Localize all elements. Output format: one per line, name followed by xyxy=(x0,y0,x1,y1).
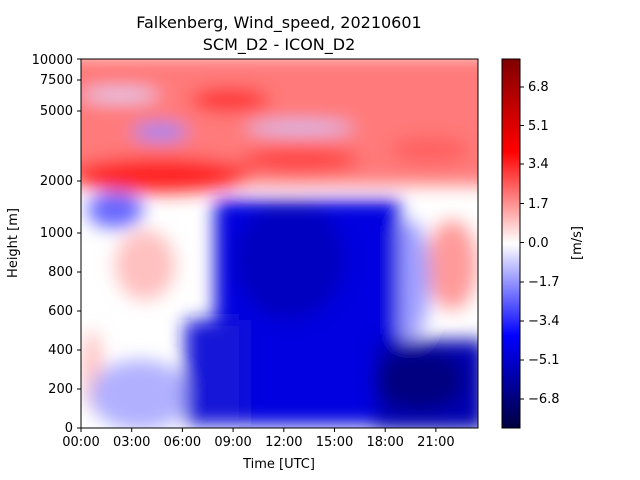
x-tick-label: 06:00 xyxy=(164,435,201,450)
y-tick-label: 0 xyxy=(65,421,73,436)
chart-subtitle: SCM_D2 - ICON_D2 xyxy=(203,35,356,55)
region-upper-positive-core xyxy=(81,157,250,193)
region-negative-patch xyxy=(87,192,143,228)
colorbar-tick-label: −3.4 xyxy=(528,314,560,329)
colorbar-tick-label: −1.7 xyxy=(528,275,560,290)
y-tick-label: 5000 xyxy=(40,104,73,119)
colorbar: 6.8 5.1 3.4 1.7 0.0 −1.7 −3.4 −5.1 −6.8 xyxy=(501,58,560,429)
colorbar-label: [m/s] xyxy=(570,226,585,260)
region-positive-patch-right xyxy=(427,220,477,310)
y-tick-label: 400 xyxy=(48,343,73,358)
x-tick-label: 21:00 xyxy=(417,435,454,450)
x-tick-label: 12:00 xyxy=(265,435,302,450)
y-tick-label: 7500 xyxy=(40,73,73,88)
x-axis: 00:00 03:00 06:00 09:00 12:00 15:00 18:0… xyxy=(62,428,455,450)
x-tick-label: 09:00 xyxy=(214,435,251,450)
y-tick-label: 10000 xyxy=(32,53,73,68)
colorbar-tick-label: 1.7 xyxy=(528,197,549,212)
x-tick-label: 00:00 xyxy=(62,435,99,450)
plot-frame xyxy=(80,58,479,429)
y-tick-label: 200 xyxy=(48,382,73,397)
colorbar-tick-label: 6.8 xyxy=(528,80,549,95)
colorbar-tick-label: 5.1 xyxy=(528,119,549,134)
y-tick-label: 800 xyxy=(48,265,73,280)
colorbar-tick-label: 0.0 xyxy=(528,236,549,251)
y-tick-label: 600 xyxy=(48,304,73,319)
x-tick-label: 03:00 xyxy=(113,435,150,450)
chart-title: Falkenberg, Wind_speed, 20210601 xyxy=(136,13,421,33)
colorbar-tick-label: 3.4 xyxy=(528,157,549,172)
colorbar-gradient xyxy=(501,58,521,429)
x-tick-label: 18:00 xyxy=(366,435,403,450)
y-tick-label: 2000 xyxy=(40,174,73,189)
y-axis-label: Height [m] xyxy=(6,208,21,278)
x-axis-label: Time [UTC] xyxy=(242,457,315,472)
region-positive-patch-left xyxy=(115,230,175,300)
colorbar-tick-label: −5.1 xyxy=(528,353,560,368)
x-tick-label: 15:00 xyxy=(316,435,353,450)
colorbar-tick-label: −6.8 xyxy=(528,392,560,407)
heatmap-area xyxy=(81,59,478,428)
y-axis: 0 200 400 600 800 1000 2000 5000 7500 10… xyxy=(32,53,81,436)
y-tick-label: 1000 xyxy=(40,226,73,241)
